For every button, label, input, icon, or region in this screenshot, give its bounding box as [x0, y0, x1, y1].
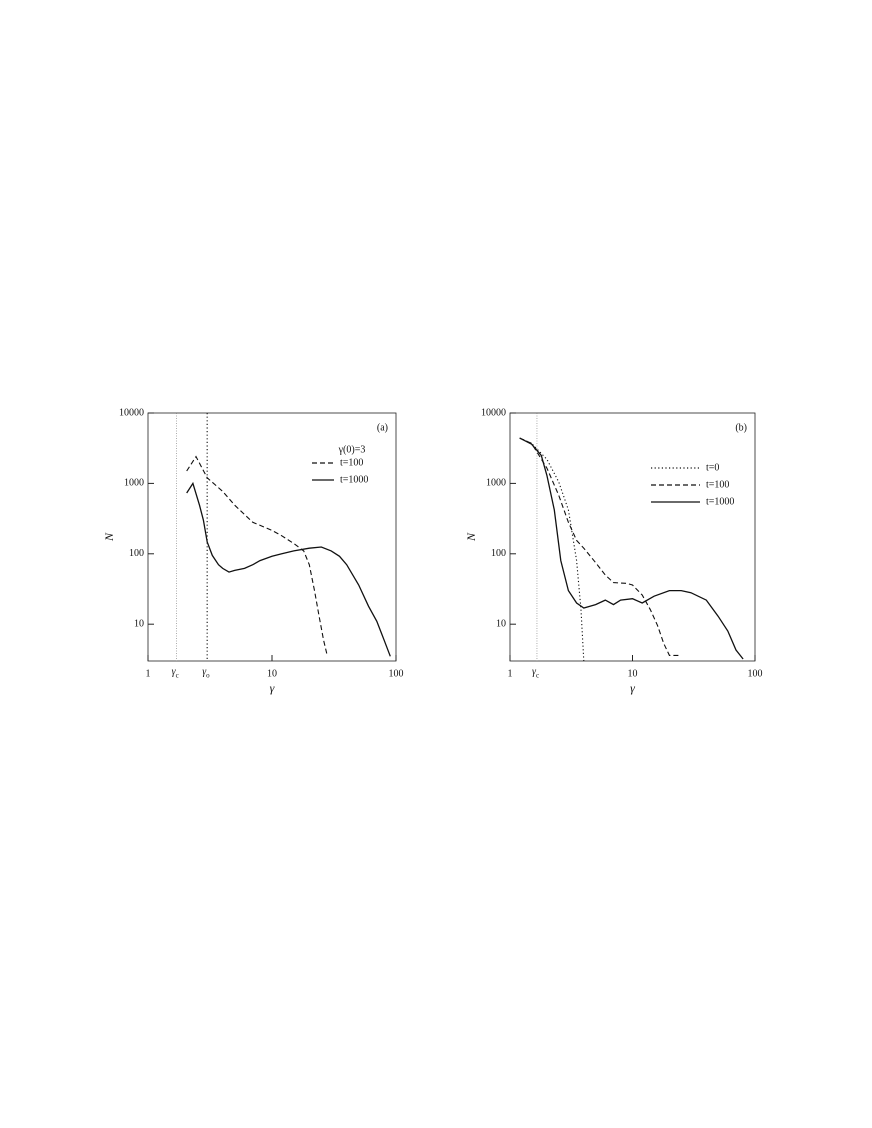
y-tick-label: 100 [129, 548, 144, 559]
y-tick-label: 10000 [481, 407, 506, 418]
x-tick-label: 10 [628, 668, 638, 679]
y-tick-label: 1000 [486, 478, 506, 489]
y-tick-label: 1000 [124, 478, 144, 489]
legend-label: t=1000 [706, 496, 734, 507]
x-axis-label: γ [270, 681, 275, 695]
series-line [519, 437, 682, 656]
reference-symbol: γ [172, 666, 177, 677]
x-axis-label: γ [630, 681, 635, 695]
legend-label: t=1000 [340, 474, 368, 485]
series-line [186, 455, 328, 657]
reference-symbol: γ [202, 666, 207, 677]
y-tick-label: 10 [496, 618, 506, 629]
panel-label: (b) [735, 422, 747, 433]
x-tick-label: 10 [267, 668, 277, 679]
legend-title: γ(0)=3 [338, 444, 366, 455]
series-line [186, 481, 391, 657]
x-tick-label: 1 [146, 668, 151, 679]
series-line [519, 437, 585, 662]
series-line [519, 437, 744, 660]
y-tick-label: 100 [491, 548, 506, 559]
legend-label: t=100 [340, 457, 363, 468]
reference-subscript: o [206, 672, 210, 680]
y-axis-label: N [464, 532, 478, 542]
legend-label: t=0 [706, 462, 719, 473]
x-tick-label: 1 [508, 668, 513, 679]
y-axis-label: N [102, 532, 116, 542]
reference-symbol: γ [532, 666, 537, 677]
y-tick-label: 10 [134, 618, 144, 629]
reference-subscript: c [176, 672, 179, 680]
y-tick-label: 10000 [119, 407, 144, 418]
panel-label: (a) [377, 422, 388, 433]
plot-frame [509, 412, 756, 662]
x-tick-label: 100 [748, 668, 763, 679]
reference-subscript: c [536, 672, 539, 680]
x-tick-label: 100 [389, 668, 404, 679]
legend-label: t=100 [706, 479, 729, 490]
